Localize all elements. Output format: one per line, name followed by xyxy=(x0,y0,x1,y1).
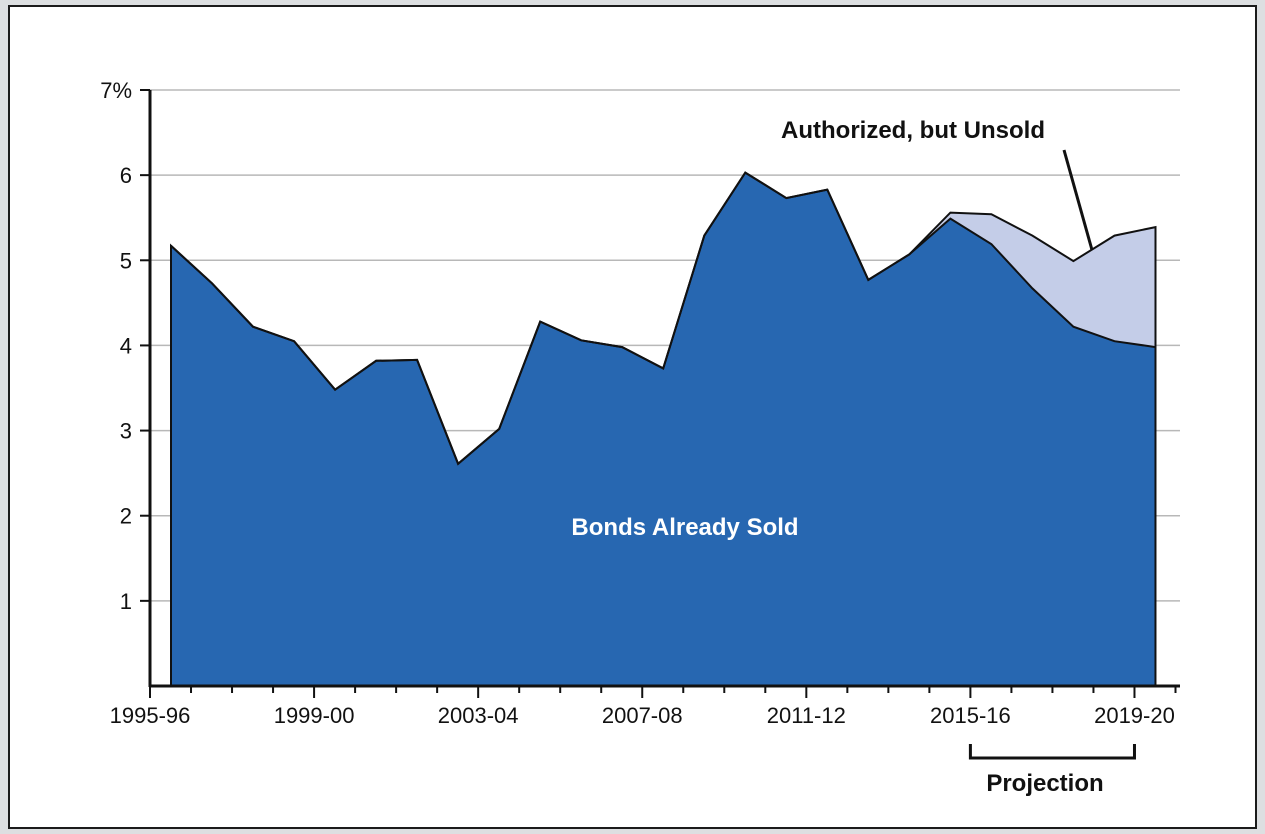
annotations: Bonds Already Sold Authorized, but Unsol… xyxy=(571,117,1136,797)
y-tick-label: 6 xyxy=(120,163,132,188)
line-bonds-sold xyxy=(170,171,1156,466)
y-tick-label: 5 xyxy=(120,248,132,273)
y-axis-ticks: 7% 6 5 4 3 2 1 xyxy=(100,78,150,614)
bonds-sold-label: Bonds Already Sold xyxy=(571,514,798,541)
area-bonds-already-sold xyxy=(171,172,1156,687)
unsold-label: Authorized, but Unsold xyxy=(781,117,1045,144)
x-tick-label: 2007-08 xyxy=(602,703,683,728)
y-tick-label: 7% xyxy=(100,78,132,103)
x-tick-label: 1999-00 xyxy=(274,703,355,728)
x-tick-label: 2011-12 xyxy=(767,703,846,728)
y-tick-label: 2 xyxy=(120,504,132,529)
projection-bracket xyxy=(968,744,1136,760)
x-tick-label: 1995-96 xyxy=(110,703,191,728)
x-tick-label: 2003-04 xyxy=(438,703,519,728)
y-tick-label: 4 xyxy=(120,333,132,358)
unsold-leader-line xyxy=(1062,149,1094,251)
y-tick-label: 1 xyxy=(120,589,132,614)
x-tick-label: 2019-20 xyxy=(1094,703,1175,728)
x-axis-ticks: 1995-96 1999-00 2003-04 2007-08 2011-12 2015-… xyxy=(110,686,1177,728)
x-tick-label: 2015-16 xyxy=(930,703,1011,728)
axes xyxy=(148,90,1180,688)
projection-label: Projection xyxy=(986,770,1103,797)
y-tick-label: 3 xyxy=(120,419,132,444)
area-series xyxy=(170,171,1157,687)
